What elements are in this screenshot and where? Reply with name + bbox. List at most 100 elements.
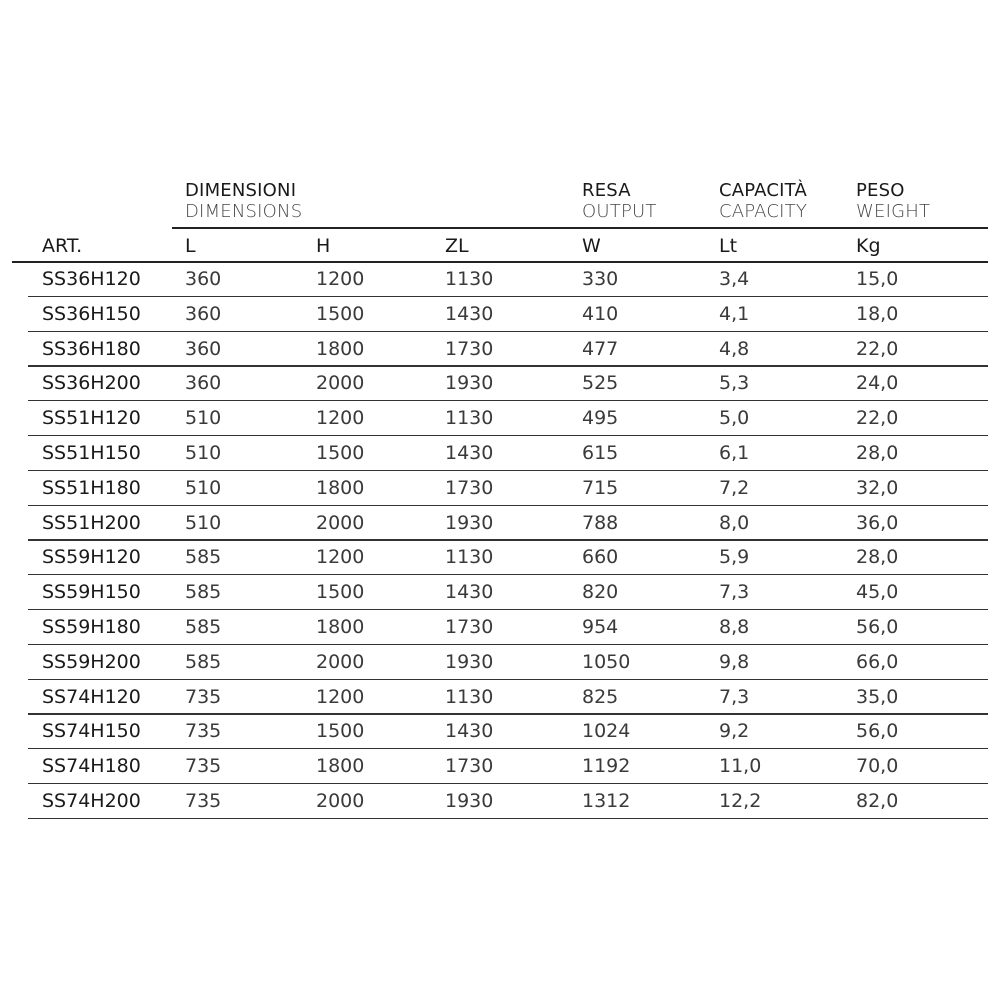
row-divider [28, 295, 988, 297]
cell-w: 954 [582, 616, 619, 638]
table-row: SS51H180 510 1800 1730 715 7,2 32,0 [0, 471, 1000, 506]
cell-zl: 1730 [445, 337, 494, 360]
table-row: SS59H120 585 1200 1130 660 5,9 28,0 [0, 540, 1000, 576]
cell-w: 820 [582, 581, 619, 604]
cell-kg: 24,0 [856, 372, 899, 395]
cell-h: 1500 [316, 581, 365, 604]
cell-w: 660 [582, 546, 619, 569]
cell-l: 735 [185, 755, 222, 778]
row-divider [28, 782, 988, 785]
cell-art: SS59H180 [42, 616, 141, 638]
cell-zl: 1430 [445, 720, 494, 743]
cell-lt: 7,2 [719, 476, 750, 499]
cell-lt: 7,3 [719, 685, 750, 708]
cell-kg: 35,0 [856, 685, 899, 708]
table-row: SS74H200 735 2000 1930 1312 12,2 82,0 [0, 784, 1000, 819]
cell-h: 1200 [316, 268, 365, 290]
cell-art: SS51H200 [42, 511, 141, 534]
cell-kg: 32,0 [856, 476, 899, 499]
row-divider [28, 574, 988, 576]
header-capacity-it: CAPACITÀ [719, 180, 807, 201]
cell-w: 1192 [582, 755, 631, 778]
cell-w: 788 [582, 511, 619, 534]
cell-art: SS36H200 [42, 372, 141, 395]
cell-h: 2000 [316, 790, 365, 812]
cell-art: SS74H150 [42, 720, 141, 743]
cell-lt: 5,0 [719, 407, 750, 430]
cell-w: 330 [582, 268, 619, 290]
cell-l: 585 [185, 546, 222, 569]
table-row: SS36H120 360 1200 1130 330 3,4 15,0 [0, 262, 1000, 297]
header-output-it: RESA [582, 180, 631, 201]
cell-l: 735 [185, 685, 222, 708]
cell-zl: 1930 [445, 372, 494, 395]
row-divider [28, 469, 988, 471]
cell-zl: 1130 [445, 546, 494, 569]
cell-w: 715 [582, 476, 619, 499]
table-row: SS59H180 585 1800 1730 954 8,8 56,0 [0, 610, 1000, 645]
table-row: SS36H200 360 2000 1930 525 5,3 24,0 [0, 366, 1000, 402]
cell-art: SS74H200 [42, 790, 141, 812]
cell-h: 1800 [316, 616, 365, 638]
table-row: SS36H150 360 1500 1430 410 4,1 18,0 [0, 297, 1000, 332]
cell-art: SS74H180 [42, 755, 141, 778]
row-divider [28, 678, 988, 680]
cell-l: 360 [185, 302, 222, 325]
row-divider [28, 539, 988, 541]
cell-kg: 66,0 [856, 650, 899, 673]
cell-art: SS51H150 [42, 442, 141, 464]
header-output: RESA OUTPUT [582, 180, 657, 222]
cell-kg: 82,0 [856, 790, 899, 812]
cell-zl: 1430 [445, 581, 494, 604]
table-row: SS74H120 735 1200 1130 825 7,3 35,0 [0, 680, 1000, 715]
cell-art: SS36H180 [42, 337, 141, 360]
cell-l: 510 [185, 476, 222, 499]
cell-h: 1500 [316, 302, 365, 325]
cell-l: 510 [185, 511, 222, 534]
cell-kg: 70,0 [856, 755, 899, 778]
unit-h: H [316, 235, 331, 257]
cell-l: 510 [185, 407, 222, 430]
cell-art: SS51H180 [42, 476, 141, 499]
cell-w: 1312 [582, 790, 631, 812]
table-row: SS51H120 510 1200 1130 495 5,0 22,0 [0, 401, 1000, 437]
cell-kg: 56,0 [856, 616, 899, 638]
cell-kg: 56,0 [856, 720, 899, 743]
row-divider [28, 713, 988, 715]
cell-lt: 6,1 [719, 442, 750, 464]
cell-kg: 22,0 [856, 337, 899, 360]
cell-h: 1500 [316, 720, 365, 743]
cell-l: 735 [185, 720, 222, 743]
cell-zl: 1730 [445, 755, 494, 778]
cell-zl: 1930 [445, 650, 494, 673]
header-divider [172, 227, 988, 229]
cell-zl: 1130 [445, 685, 494, 708]
row-divider [28, 365, 988, 367]
cell-h: 2000 [316, 372, 365, 395]
unit-zl: ZL [445, 235, 469, 257]
header-dimensions: DIMENSIONI DIMENSIONS [185, 180, 302, 222]
cell-lt: 3,4 [719, 268, 750, 290]
table-row: SS51H150 510 1500 1430 615 6,1 28,0 [0, 436, 1000, 471]
cell-art: SS59H150 [42, 581, 141, 604]
row-divider [28, 608, 988, 611]
row-divider [28, 748, 988, 750]
unit-w: W [582, 235, 601, 257]
cell-kg: 28,0 [856, 442, 899, 464]
cell-w: 1050 [582, 650, 631, 673]
cell-h: 2000 [316, 650, 365, 673]
cell-lt: 12,2 [719, 790, 762, 812]
cell-kg: 22,0 [856, 407, 899, 430]
cell-h: 1200 [316, 546, 365, 569]
cell-lt: 8,0 [719, 511, 750, 534]
cell-l: 360 [185, 268, 222, 290]
cell-kg: 15,0 [856, 268, 899, 290]
unit-l: L [185, 235, 196, 257]
header-dimensions-it: DIMENSIONI [185, 180, 297, 201]
cell-w: 525 [582, 372, 619, 395]
cell-w: 495 [582, 407, 619, 430]
cell-lt: 4,1 [719, 302, 750, 325]
cell-zl: 1930 [445, 511, 494, 534]
cell-h: 1200 [316, 685, 365, 708]
row-divider [28, 817, 988, 819]
